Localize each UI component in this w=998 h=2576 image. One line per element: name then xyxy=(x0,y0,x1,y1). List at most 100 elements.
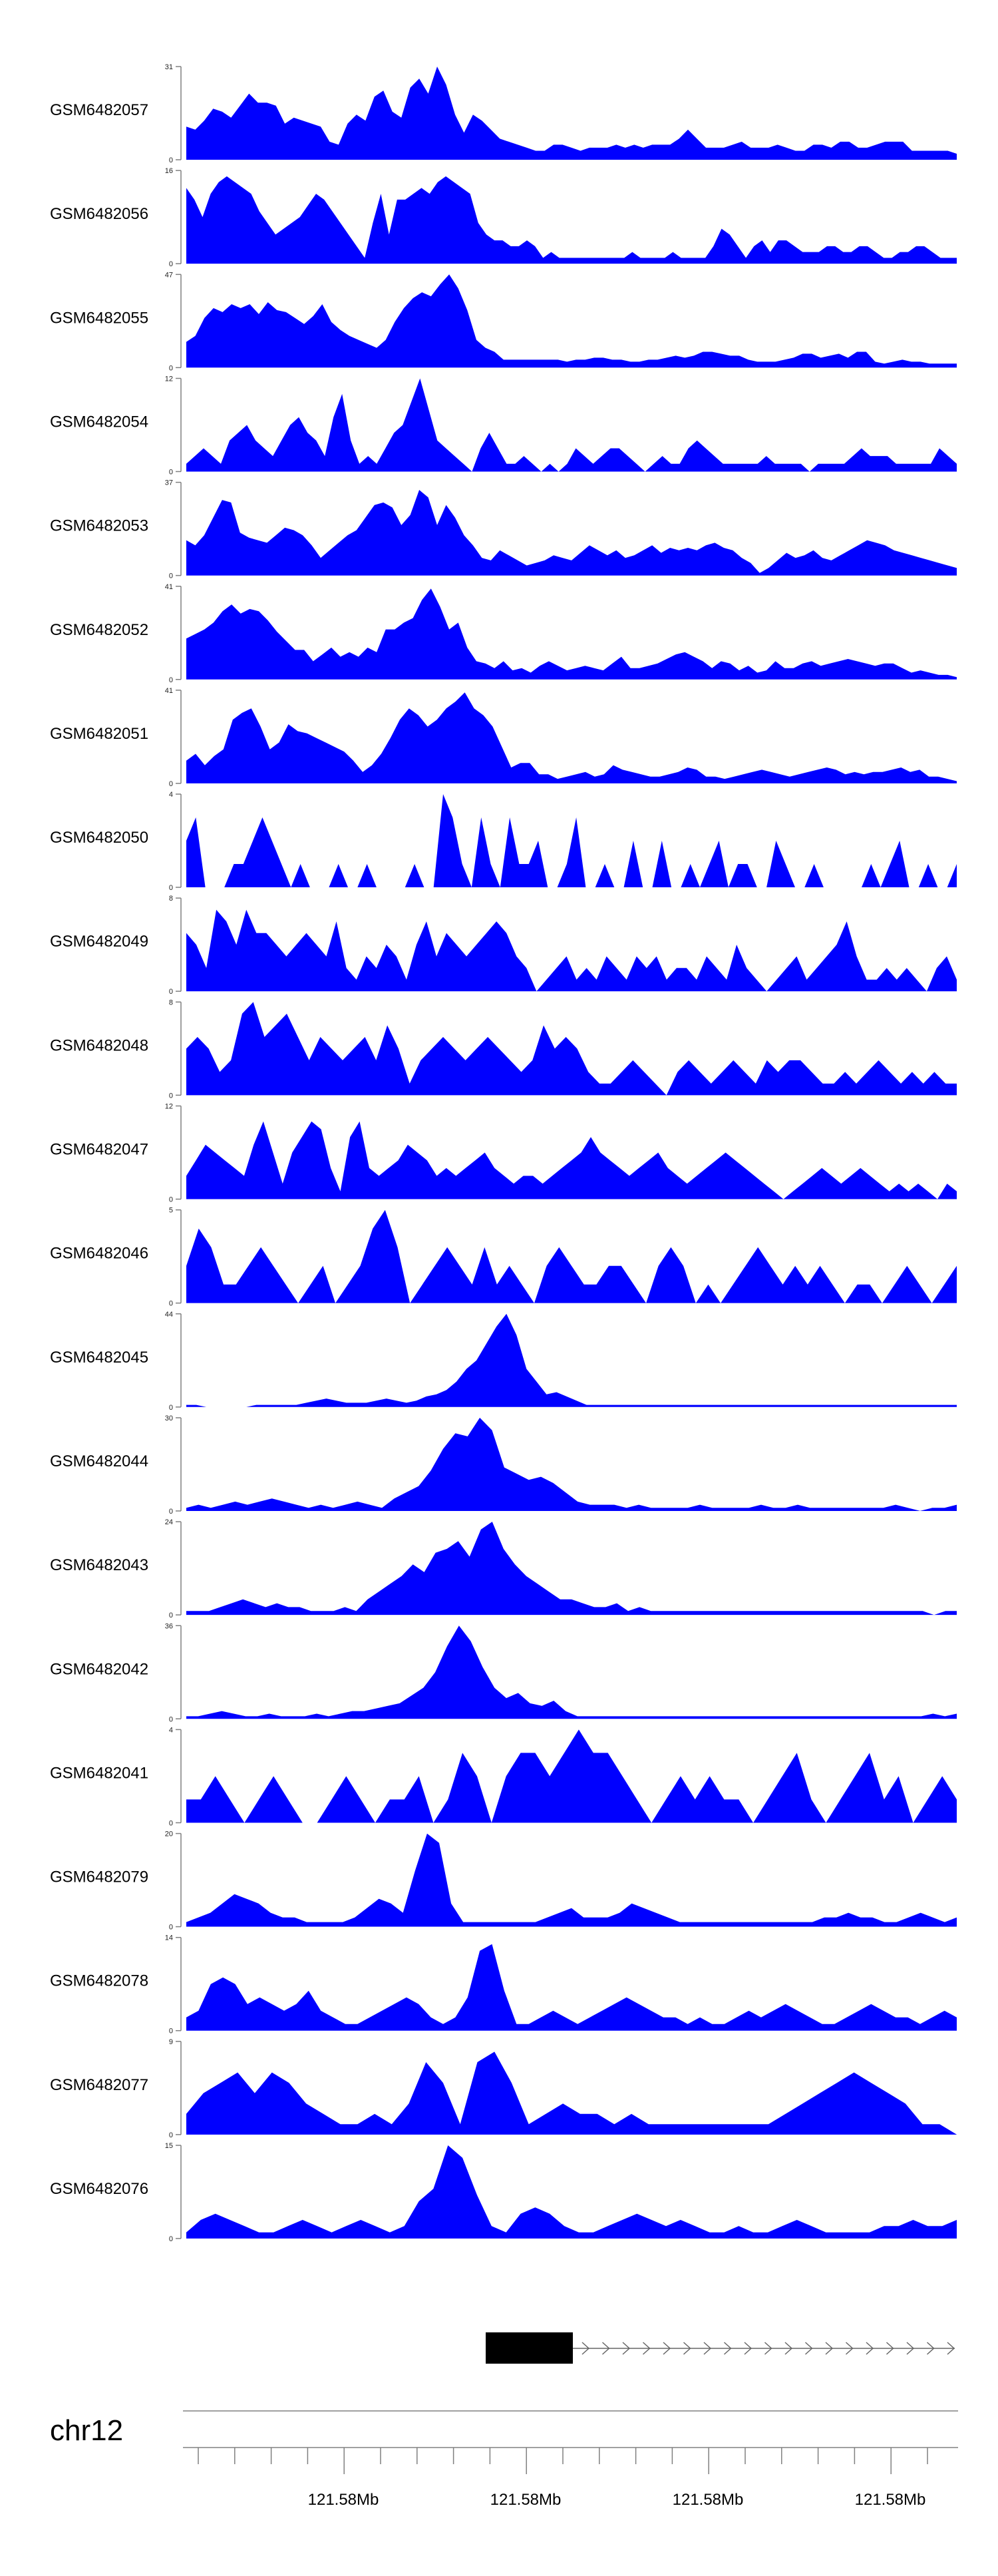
y-tick-label-zero: 0 xyxy=(169,156,173,164)
strand-arrow xyxy=(601,2342,610,2355)
y-tick-label-zero: 0 xyxy=(169,364,173,372)
coverage-area xyxy=(186,1729,957,1823)
track-GSM6482043: GSM6482043 24 0 xyxy=(50,1518,957,1619)
x-tick-label: 121.58Mb xyxy=(855,2491,926,2509)
coverage-area xyxy=(186,1121,957,1199)
track-GSM6482045: GSM6482045 44 0 xyxy=(50,1311,957,1412)
track-label: GSM6482056 xyxy=(50,205,148,223)
exon-block xyxy=(486,2332,573,2364)
track-label: GSM6482042 xyxy=(50,1660,148,1678)
y-tick-label-max: 24 xyxy=(165,1518,173,1526)
track-label: GSM6482045 xyxy=(50,1349,148,1367)
y-tick-label-max: 14 xyxy=(165,1934,173,1942)
strand-arrow xyxy=(663,2342,671,2355)
y-tick-label-max: 16 xyxy=(165,167,173,175)
coverage-area xyxy=(186,490,957,576)
y-tick-label-zero: 0 xyxy=(169,676,173,684)
track-GSM6482050: GSM6482050 4 0 xyxy=(50,791,957,892)
y-tick-label-max: 36 xyxy=(165,1622,173,1630)
strand-arrow xyxy=(804,2342,813,2355)
track-GSM6482055: GSM6482055 47 0 xyxy=(50,271,957,372)
y-tick-label-zero: 0 xyxy=(169,2028,173,2036)
track-GSM6482052: GSM6482052 41 0 xyxy=(50,583,957,684)
y-tick-label-max: 5 xyxy=(169,1207,173,1215)
x-tick-label: 121.58Mb xyxy=(673,2491,744,2509)
strand-arrow xyxy=(622,2342,631,2355)
track-label: GSM6482044 xyxy=(50,1452,148,1470)
coverage-area xyxy=(186,1944,957,2031)
coverage-area xyxy=(186,1522,957,1615)
strand-arrow xyxy=(744,2342,752,2355)
track-GSM6482076: GSM6482076 15 0 xyxy=(50,2142,957,2243)
strand-arrow xyxy=(582,2342,590,2355)
track-label: GSM6482057 xyxy=(50,101,148,119)
track-GSM6482042: GSM6482042 36 0 xyxy=(50,1622,957,1723)
y-tick-label-max: 47 xyxy=(165,271,173,279)
track-label: GSM6482047 xyxy=(50,1141,148,1159)
track-GSM6482079: GSM6482079 20 0 xyxy=(50,1830,957,1932)
y-tick-label-max: 15 xyxy=(165,2142,173,2150)
strand-arrow xyxy=(845,2342,854,2355)
track-GSM6482077: GSM6482077 9 0 xyxy=(50,2038,957,2139)
y-tick-label-max: 20 xyxy=(165,1830,173,1838)
track-label: GSM6482051 xyxy=(50,725,148,743)
coverage-area xyxy=(186,1833,957,1927)
x-tick-label: 121.58Mb xyxy=(490,2491,562,2509)
y-tick-label-zero: 0 xyxy=(169,468,173,476)
y-tick-label-zero: 0 xyxy=(169,1404,173,1412)
y-tick-label-max: 41 xyxy=(165,687,173,695)
y-tick-label-zero: 0 xyxy=(169,884,173,892)
x-tick-label: 121.58Mb xyxy=(308,2491,379,2509)
y-tick-label-max: 30 xyxy=(165,1414,173,1422)
track-label: GSM6482043 xyxy=(50,1556,148,1574)
coverage-area xyxy=(186,2145,957,2239)
track-GSM6482051: GSM6482051 41 0 xyxy=(50,687,957,788)
y-tick-label-zero: 0 xyxy=(169,1508,173,1516)
track-label: GSM6482050 xyxy=(50,829,148,847)
track-label: GSM6482076 xyxy=(50,2180,148,2198)
chromosome-label: chr12 xyxy=(50,2414,123,2447)
y-tick-label-zero: 0 xyxy=(169,1092,173,1100)
track-label: GSM6482049 xyxy=(50,933,148,951)
genomic-axis: chr12 121.58Mb 121.58Mb 121.58Mb 121.58Mb xyxy=(50,2410,958,2509)
y-tick-label-max: 8 xyxy=(169,998,173,1006)
coverage-area xyxy=(186,1625,957,1719)
y-tick-label-max: 44 xyxy=(165,1311,173,1319)
coverage-area xyxy=(186,2051,957,2135)
strand-arrow xyxy=(947,2342,955,2355)
track-GSM6482049: GSM6482049 8 0 xyxy=(50,895,957,996)
strand-arrow xyxy=(683,2342,691,2355)
y-tick-label-zero: 0 xyxy=(169,2235,173,2243)
track-label: GSM6482077 xyxy=(50,2076,148,2094)
y-tick-label-zero: 0 xyxy=(169,260,173,268)
y-tick-label-zero: 0 xyxy=(169,1196,173,1204)
strand-arrow xyxy=(926,2342,935,2355)
y-tick-label-max: 8 xyxy=(169,895,173,903)
coverage-area xyxy=(186,1002,957,1096)
track-label: GSM6482048 xyxy=(50,1036,148,1054)
y-tick-label-zero: 0 xyxy=(169,1715,173,1723)
track-GSM6482054: GSM6482054 12 0 xyxy=(50,375,957,476)
strand-arrow xyxy=(825,2342,834,2355)
y-tick-label-max: 9 xyxy=(169,2038,173,2046)
coverage-area xyxy=(186,176,957,264)
y-tick-label-max: 4 xyxy=(169,1726,173,1734)
track-label: GSM6482052 xyxy=(50,621,148,639)
coverage-area xyxy=(186,378,957,472)
track-label: GSM6482053 xyxy=(50,517,148,535)
strand-arrow xyxy=(764,2342,772,2355)
strand-arrow xyxy=(866,2342,874,2355)
coverage-area xyxy=(186,1209,957,1303)
y-tick-label-max: 4 xyxy=(169,791,173,799)
track-label: GSM6482055 xyxy=(50,309,148,327)
y-tick-label-max: 12 xyxy=(165,375,173,383)
strand-arrow xyxy=(703,2342,712,2355)
track-GSM6482046: GSM6482046 5 0 xyxy=(50,1207,957,1308)
coverage-area xyxy=(186,794,957,888)
y-tick-label-zero: 0 xyxy=(169,988,173,996)
y-tick-label-max: 12 xyxy=(165,1103,173,1111)
strand-arrow xyxy=(784,2342,793,2355)
y-tick-label-zero: 0 xyxy=(169,1611,173,1619)
strand-arrow xyxy=(886,2342,894,2355)
